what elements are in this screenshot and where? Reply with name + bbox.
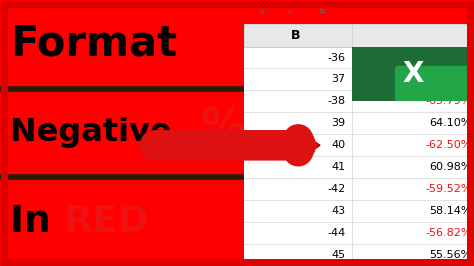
Text: 41: 41 [331,162,345,172]
Text: RED: RED [64,204,149,240]
Text: 39: 39 [331,118,345,128]
Text: %: % [200,106,245,149]
Text: B: B [291,29,301,42]
Text: -42: -42 [327,184,345,194]
Text: 67.57%: 67.57% [429,74,472,85]
Text: Format: Format [10,23,177,65]
Text: In: In [10,204,64,240]
FancyBboxPatch shape [244,24,474,266]
Text: 43: 43 [331,206,345,216]
Text: ✕: ✕ [259,7,266,16]
Text: 55.56%: 55.56% [429,250,472,260]
Text: -65.79%: -65.79% [425,96,472,106]
Text: -59.52%: -59.52% [425,184,472,194]
FancyBboxPatch shape [244,24,474,47]
Text: 64.10%: 64.10% [429,118,472,128]
Text: 58.14%: 58.14% [429,206,472,216]
Text: 45: 45 [331,250,345,260]
Text: Negative: Negative [10,118,182,148]
Text: 37: 37 [331,74,345,85]
Text: 60.98%: 60.98% [429,162,472,172]
Text: -56.82%: -56.82% [425,228,472,238]
Text: fx: fx [318,7,326,16]
Text: 40: 40 [331,140,345,150]
FancyArrow shape [152,126,320,164]
Text: -62.50%: -62.50% [425,140,472,150]
Text: X: X [402,60,424,88]
Text: -38: -38 [327,96,345,106]
Text: -36: -36 [327,52,345,63]
Text: -44: -44 [327,228,345,238]
FancyBboxPatch shape [348,45,474,103]
Text: ✓: ✓ [287,7,293,16]
FancyBboxPatch shape [395,66,474,101]
